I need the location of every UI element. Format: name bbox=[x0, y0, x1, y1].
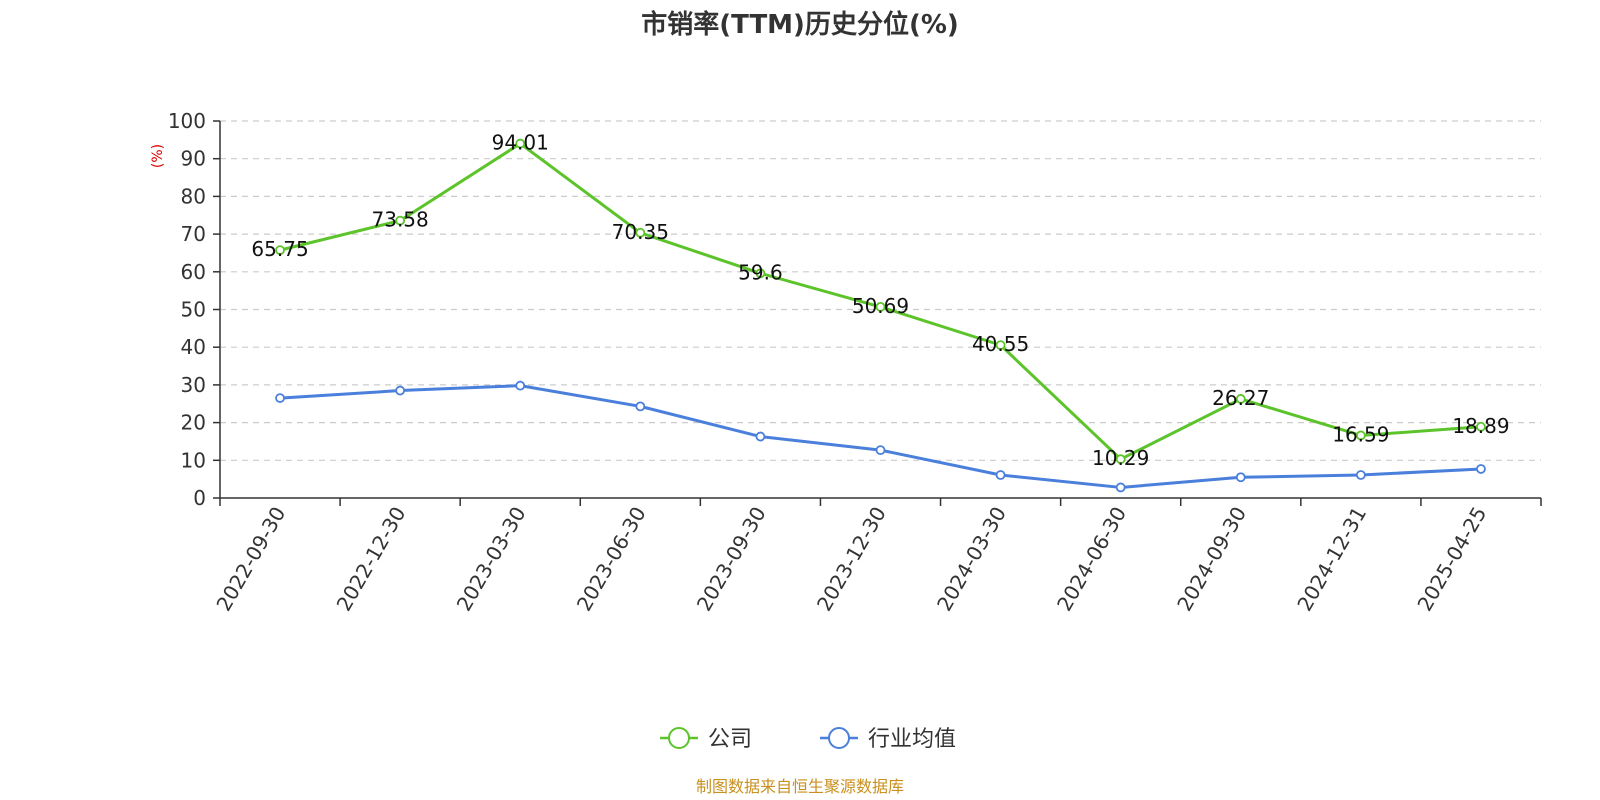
data-point[interactable] bbox=[1355, 430, 1366, 441]
x-tick-label: 2024-09-30 bbox=[1172, 503, 1251, 616]
data-label: 73.58 bbox=[372, 208, 429, 232]
x-tick-label: 2024-03-30 bbox=[932, 502, 1011, 615]
data-point[interactable] bbox=[1115, 454, 1126, 465]
x-tick-label: 2022-09-30 bbox=[211, 503, 290, 616]
data-label: 50.69 bbox=[852, 294, 909, 318]
y-tick-label: 70 bbox=[181, 222, 206, 246]
x-tick-label: 2023-09-30 bbox=[692, 503, 771, 616]
data-labels: 65.75 73.58 94.01 70.35 59.6 50.69 40.55 10.29 2… bbox=[251, 131, 1509, 471]
x-tick-label: 2025-04-25 bbox=[1412, 503, 1491, 616]
data-point[interactable] bbox=[995, 340, 1006, 351]
data-point[interactable] bbox=[1355, 470, 1366, 480]
y-tick-label: 20 bbox=[181, 411, 206, 435]
grid-lines bbox=[220, 120, 1541, 461]
x-tick-label: 2024-12-31 bbox=[1292, 503, 1371, 616]
data-point[interactable] bbox=[755, 431, 766, 442]
legend-item[interactable]: 公司 bbox=[660, 727, 752, 752]
y-tick-label: 80 bbox=[181, 184, 206, 208]
y-tick-label: 90 bbox=[181, 147, 206, 171]
data-label: 70.35 bbox=[612, 220, 669, 244]
data-point[interactable] bbox=[275, 393, 285, 403]
legend-label: 行业均值 bbox=[868, 727, 956, 752]
y-tick-label: 100 bbox=[168, 109, 206, 133]
data-point[interactable] bbox=[395, 385, 406, 396]
data-point[interactable] bbox=[875, 445, 886, 456]
legend-label: 公司 bbox=[708, 727, 752, 752]
data-point[interactable] bbox=[875, 301, 886, 312]
legend-marker bbox=[828, 727, 850, 749]
data-point[interactable] bbox=[1115, 482, 1126, 493]
axes: 0 10 20 30 40 50 60 70 80 90 100 2022-09-30 2022-12-… bbox=[168, 109, 1542, 616]
y-tick-label: 60 bbox=[181, 260, 206, 284]
x-tick-label: 2024-06-30 bbox=[1052, 503, 1131, 616]
y-axis-label: (%) bbox=[150, 144, 166, 168]
source-note: 制图数据来自恒生聚源数据库 bbox=[696, 777, 904, 796]
data-point[interactable] bbox=[395, 215, 406, 226]
x-tick-label: 2023-03-30 bbox=[452, 503, 531, 616]
legend-item[interactable]: 行业均值 bbox=[820, 727, 956, 752]
data-label: 26.27 bbox=[1212, 386, 1269, 410]
data-label: 40.55 bbox=[972, 332, 1029, 356]
data-point[interactable] bbox=[635, 401, 646, 412]
legend: 公司 行业均值 bbox=[660, 727, 956, 752]
data-point[interactable] bbox=[635, 227, 646, 238]
data-point[interactable] bbox=[515, 138, 526, 149]
series-line bbox=[279, 384, 1482, 489]
data-point[interactable] bbox=[1476, 421, 1486, 432]
legend-marker bbox=[668, 727, 690, 749]
data-label: 18.89 bbox=[1452, 414, 1509, 438]
data-point[interactable] bbox=[995, 470, 1006, 480]
y-tick-label: 10 bbox=[181, 448, 206, 472]
data-point[interactable] bbox=[1476, 464, 1486, 474]
data-point[interactable] bbox=[515, 380, 526, 391]
data-label: 10.29 bbox=[1092, 446, 1149, 470]
data-point[interactable] bbox=[755, 268, 766, 279]
data-label: 94.01 bbox=[492, 131, 549, 155]
chart-title: 市销率(TTM)历史分位(%) bbox=[641, 9, 959, 40]
data-point[interactable] bbox=[1235, 472, 1246, 483]
series-layer bbox=[275, 138, 1486, 493]
y-tick-label: 0 bbox=[193, 486, 206, 510]
data-label: 16.59 bbox=[1332, 422, 1389, 446]
y-tick-label: 50 bbox=[181, 298, 206, 322]
data-point[interactable] bbox=[1235, 394, 1246, 404]
data-label: 65.75 bbox=[251, 237, 308, 261]
x-tick-label: 2023-06-30 bbox=[572, 503, 651, 616]
y-tick-label: 30 bbox=[181, 373, 206, 397]
data-point[interactable] bbox=[275, 245, 285, 256]
data-label: 59.6 bbox=[738, 260, 783, 284]
x-tick-label: 2023-12-30 bbox=[812, 503, 891, 616]
x-tick-label: 2022-12-30 bbox=[332, 503, 411, 616]
y-tick-label: 40 bbox=[181, 335, 206, 359]
